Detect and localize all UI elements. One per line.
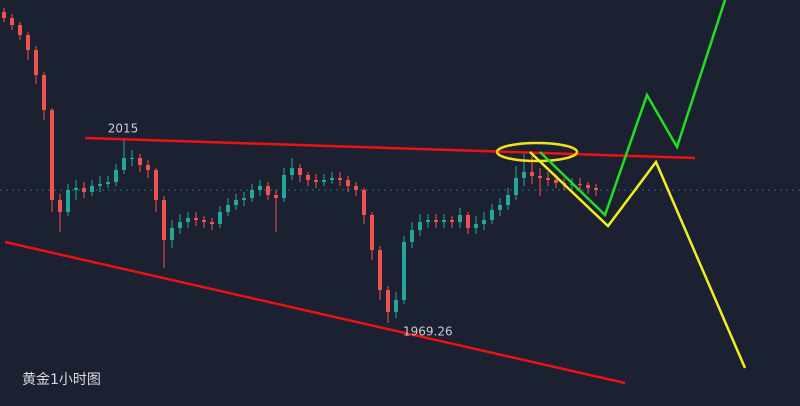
candle-body [290,168,294,175]
candle-body [210,222,214,224]
candle-body [250,190,254,198]
candle-body [386,290,390,312]
candle-body [538,176,542,178]
candle-body [418,222,422,230]
candle-body [66,190,70,212]
candle-body [346,180,350,186]
candle-body [202,220,206,222]
low-label: 1969.26 [403,324,453,338]
candle-body [194,218,198,220]
candle-body [458,215,462,222]
candle-body [586,185,590,188]
candle-body [274,195,278,198]
high-label: 2015 [108,122,139,136]
candle-body [378,250,382,290]
candle-body [530,172,534,176]
candle-body [402,242,406,300]
candle-body [162,200,166,240]
candle-body [514,178,518,195]
candle-body [330,178,334,180]
candle-body [2,12,6,18]
candle-body [466,215,470,228]
candle-body [362,190,366,215]
candle-body [498,205,502,210]
annotations [4,0,747,385]
candle-body [554,180,558,183]
candle-body [482,220,486,224]
candle-body [218,212,222,224]
candle-body [114,170,118,182]
resistance-line [84,136,696,160]
candle-body [26,35,30,50]
candle-body [410,230,414,242]
candle-body [74,188,78,190]
candle-body [394,300,398,312]
chart-title: 黄金1小时图 [22,371,101,388]
candle-body [490,210,494,220]
candle-body [10,18,14,25]
candle-body [234,200,238,205]
candle-body [298,168,302,175]
candle-body [282,175,286,198]
candle-body [594,188,598,190]
bullish-projection [539,0,727,218]
candle-body [258,186,262,190]
support-line [4,240,626,385]
candle-body [266,186,270,195]
candle-body [34,50,38,75]
candle-body [354,186,358,190]
candle-body [226,205,230,212]
candle-body [370,215,374,250]
highlight-ellipse [495,141,579,163]
candle-body [522,172,526,178]
candle-body [338,178,342,180]
candle-body [138,158,142,165]
candle-body [506,195,510,205]
candle-body [50,110,54,200]
candle-body [242,198,246,200]
candle-body [434,220,438,222]
candle-body [90,186,94,192]
candle-body [130,158,134,159]
candle-body [426,220,430,222]
candle-body [450,220,454,222]
candles [0,8,800,323]
bearish-projection [529,151,747,369]
candle-body [546,178,550,180]
candle-body [442,220,446,222]
candle-body [186,218,190,222]
candle-body [146,165,150,170]
candle-body [170,228,174,240]
candle-body [98,184,102,186]
candle-body [322,180,326,182]
candle-body [314,180,318,182]
candle-body [474,224,478,228]
candle-body [306,175,310,180]
candle-body [58,200,62,212]
candle-body [122,158,126,170]
candle-body [106,182,110,184]
candle-body [42,75,46,110]
candle-body [578,184,582,185]
candle-body [18,25,22,35]
candle-body [154,170,158,200]
candle-body [178,222,182,228]
